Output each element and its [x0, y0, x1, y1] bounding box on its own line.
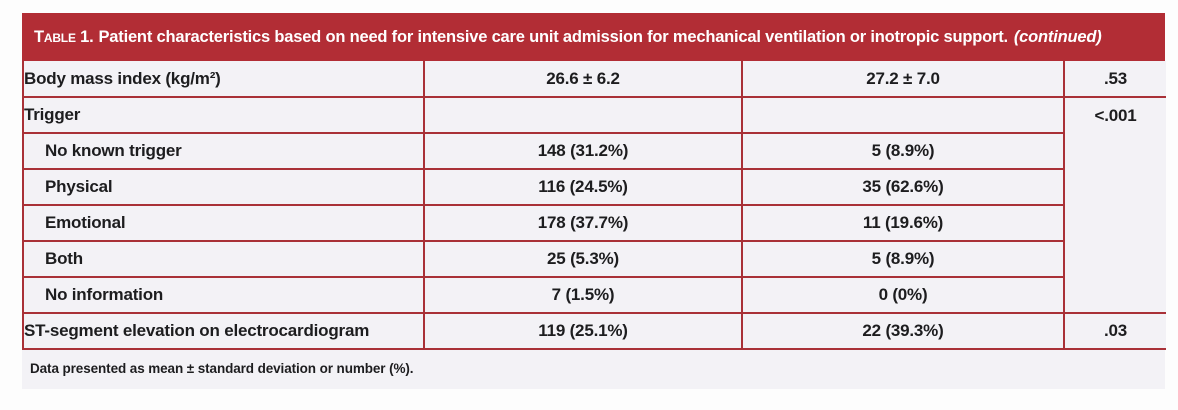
row-label: ST-segment elevation on electrocardiogra…: [23, 313, 425, 350]
row-label: Both: [23, 241, 425, 278]
value-cell: 22 (39.3%): [742, 313, 1065, 350]
row-label: Physical: [23, 169, 425, 206]
table-number-label: Table 1.: [34, 27, 94, 46]
value-cell: 35 (62.6%): [742, 169, 1065, 206]
value-cell: 178 (37.7%): [424, 205, 743, 242]
value-cell: 5 (8.9%): [742, 241, 1065, 278]
table-row: Physical 116 (24.5%) 35 (62.6%): [23, 169, 1166, 206]
value-cell: 7 (1.5%): [424, 277, 743, 314]
table-footnote: Data presented as mean ± standard deviat…: [22, 350, 1165, 389]
table-row: Both 25 (5.3%) 5 (8.9%): [23, 241, 1166, 278]
value-cell: [424, 97, 743, 134]
value-cell: 26.6 ± 6.2: [424, 61, 743, 98]
p-value-cell: .03: [1064, 313, 1166, 350]
table-title: Patient characteristics based on need fo…: [98, 27, 1009, 46]
value-cell: 148 (31.2%): [424, 133, 743, 170]
value-cell: 116 (24.5%): [424, 169, 743, 206]
continued-label: (continued): [1013, 27, 1102, 46]
row-label: Trigger: [23, 97, 425, 134]
row-label: No known trigger: [23, 133, 425, 170]
row-label: Body mass index (kg/m²): [23, 61, 425, 98]
row-label: Emotional: [23, 205, 425, 242]
patient-characteristics-table: Body mass index (kg/m²) 26.6 ± 6.2 27.2 ± …: [22, 61, 1166, 350]
p-value-cell: <.001: [1064, 97, 1166, 314]
row-label: No information: [23, 277, 425, 314]
table-body: Body mass index (kg/m²) 26.6 ± 6.2 27.2 ± …: [23, 61, 1166, 350]
table-row: No information 7 (1.5%) 0 (0%): [23, 277, 1166, 314]
table-row: Body mass index (kg/m²) 26.6 ± 6.2 27.2 ± …: [23, 61, 1166, 98]
value-cell: 27.2 ± 7.0: [742, 61, 1065, 98]
value-cell: 11 (19.6%): [742, 205, 1065, 242]
value-cell: 119 (25.1%): [424, 313, 743, 350]
table-title-bar: Table 1. Patient characteristics based o…: [22, 13, 1165, 61]
table-row: No known trigger 148 (31.2%) 5 (8.9%): [23, 133, 1166, 170]
document-table: Table 1. Patient characteristics based o…: [22, 13, 1166, 389]
value-cell: 5 (8.9%): [742, 133, 1065, 170]
value-cell: [742, 97, 1065, 134]
table-row: Trigger <.001: [23, 97, 1166, 314]
table-row: ST-segment elevation on electrocardiogra…: [23, 313, 1166, 350]
value-cell: 25 (5.3%): [424, 241, 743, 278]
value-cell: 0 (0%): [742, 277, 1065, 314]
p-value-cell: .53: [1064, 61, 1166, 98]
table-row: Emotional 178 (37.7%) 11 (19.6%): [23, 205, 1166, 242]
